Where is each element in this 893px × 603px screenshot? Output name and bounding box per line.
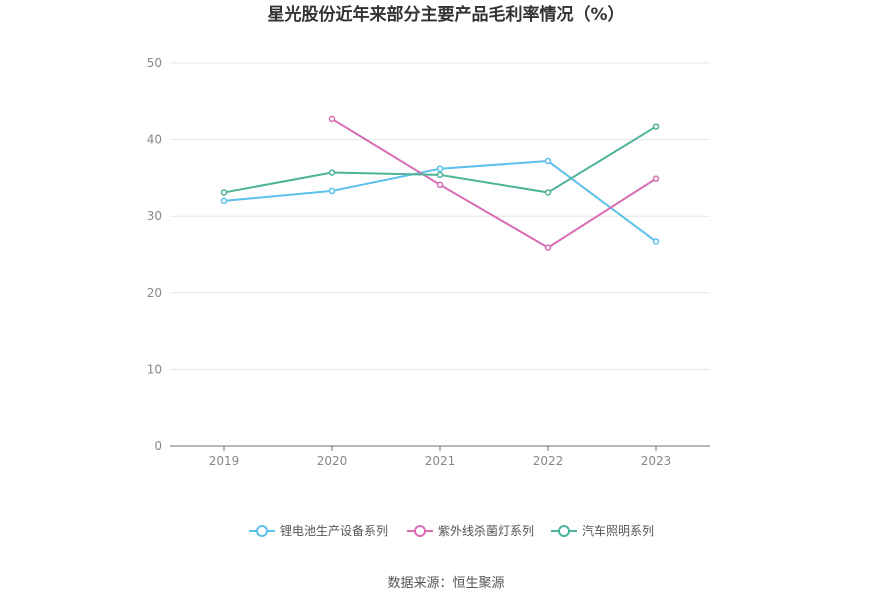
data-point[interactable] xyxy=(436,181,444,189)
legend-item-2[interactable]: 汽车照明系列 xyxy=(551,523,654,538)
data-point[interactable] xyxy=(652,175,660,182)
y-tick-label: 30 xyxy=(147,209,162,223)
series-0 xyxy=(220,157,660,245)
data-point[interactable] xyxy=(436,171,444,179)
legend-marker-icon xyxy=(414,525,426,537)
data-point[interactable] xyxy=(328,187,336,195)
data-point[interactable] xyxy=(328,115,336,123)
series-line xyxy=(331,118,657,249)
data-point[interactable] xyxy=(652,123,660,130)
legend-marker-icon xyxy=(256,525,268,537)
y-tick-label: 20 xyxy=(147,286,162,300)
legend-marker-icon xyxy=(558,525,570,537)
legend-item-1[interactable]: 紫外线杀菌灯系列 xyxy=(407,523,534,538)
x-tick-label: 2023 xyxy=(641,454,672,468)
y-tick-label: 10 xyxy=(147,362,162,376)
data-point[interactable] xyxy=(328,169,336,176)
data-point[interactable] xyxy=(544,157,552,165)
data-point[interactable] xyxy=(652,238,660,245)
x-tick-label: 2021 xyxy=(425,454,456,468)
y-tick-label: 0 xyxy=(154,439,162,453)
x-tick-label: 2019 xyxy=(209,454,240,468)
series-1 xyxy=(328,115,660,251)
data-point[interactable] xyxy=(544,189,552,196)
legend-label: 锂电池生产设备系列 xyxy=(280,523,388,538)
data-point[interactable] xyxy=(436,165,444,172)
y-tick-label: 50 xyxy=(147,56,162,70)
axes: 0 10 20 30 40 50 2019 2020 2021 2022 2023 xyxy=(147,56,710,468)
data-source: 数据来源：恒生聚源 xyxy=(387,576,504,591)
legend-label: 紫外线杀菌灯系列 xyxy=(438,523,534,538)
x-tick-label: 2022 xyxy=(533,454,564,468)
legend[interactable]: 锂电池生产设备系列 紫外线杀菌灯系列 汽车照明系列 xyxy=(249,523,654,538)
y-tick-label: 40 xyxy=(147,133,162,147)
legend-item-0[interactable]: 锂电池生产设备系列 xyxy=(249,523,388,538)
legend-label: 汽车照明系列 xyxy=(582,523,654,538)
chart-title: 星光股份近年来部分主要产品毛利率情况（%） xyxy=(267,4,624,25)
series-2 xyxy=(220,123,660,196)
x-tick-label: 2020 xyxy=(317,454,348,468)
data-point[interactable] xyxy=(220,197,228,205)
series-lines xyxy=(220,115,660,251)
data-point[interactable] xyxy=(220,189,228,196)
grid-lines xyxy=(170,62,710,370)
data-point[interactable] xyxy=(544,244,552,251)
